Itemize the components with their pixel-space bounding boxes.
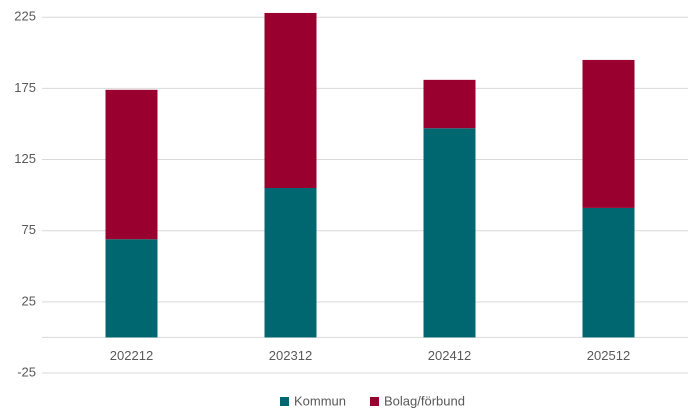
x-tick-label: 202512	[587, 348, 630, 363]
bar-segment	[264, 188, 317, 338]
legend-swatch	[370, 397, 379, 406]
legend-label: Kommun	[294, 393, 346, 408]
bar-segment	[423, 79, 476, 129]
x-tick-label: 202212	[110, 348, 153, 363]
bar-segment	[423, 128, 476, 338]
legend-label: Bolag/förbund	[384, 393, 465, 408]
y-tick-label: 175	[14, 80, 36, 95]
y-tick-label: -25	[17, 364, 36, 379]
bar-segment	[105, 239, 158, 338]
x-tick-label: 202412	[428, 348, 471, 363]
bar-segment	[264, 12, 317, 189]
y-tick-label: 25	[22, 293, 36, 308]
legend-swatch	[280, 397, 289, 406]
bar-segment	[582, 207, 635, 338]
y-tick-label: 225	[14, 9, 36, 24]
x-tick-label: 202312	[269, 348, 312, 363]
bar-segment	[105, 89, 158, 240]
y-tick-label: 125	[14, 151, 36, 166]
bar-segment	[582, 59, 635, 208]
y-tick-label: 75	[22, 222, 36, 237]
